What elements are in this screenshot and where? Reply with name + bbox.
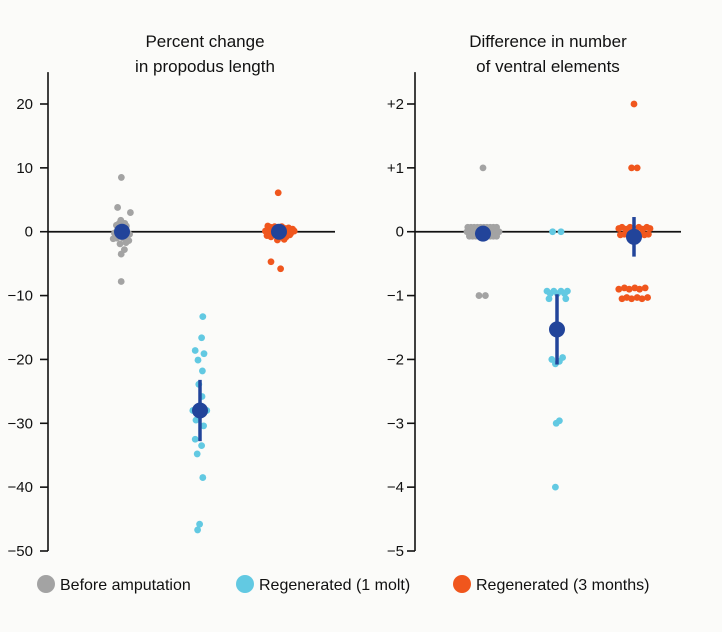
data-point — [493, 232, 500, 240]
data-point — [194, 526, 202, 534]
data-point — [116, 240, 124, 248]
legend: Before amputation Regenerated (1 molt) R… — [37, 575, 649, 594]
data-point — [267, 258, 275, 266]
data-point — [199, 313, 207, 321]
data-point — [122, 239, 130, 246]
legend-item-before-amputation: Before amputation — [37, 575, 191, 594]
data-point — [626, 223, 634, 231]
data-point — [198, 442, 206, 450]
data-point — [633, 164, 641, 172]
panel-title-line-2: in propodus length — [135, 57, 275, 76]
group-months3 — [262, 189, 298, 273]
data-point — [117, 250, 125, 258]
y-tick-label: −1 — [387, 288, 404, 305]
data-point — [196, 520, 204, 528]
data-point — [191, 435, 199, 443]
y-tick-label: −4 — [387, 479, 404, 496]
data-point — [199, 474, 207, 481]
group-molt1 — [189, 313, 211, 534]
data-point — [545, 295, 553, 303]
data-point — [109, 235, 117, 243]
data-point — [198, 334, 206, 342]
legend-label: Before amputation — [60, 577, 191, 594]
legend-swatch — [236, 575, 254, 593]
data-point — [645, 230, 652, 238]
y-tick-label: −10 — [8, 288, 33, 305]
legend-item-regenerated-3-months: Regenerated (3 months) — [453, 575, 649, 594]
data-point — [479, 164, 487, 172]
data-point — [646, 225, 654, 232]
panel-ventral-elements: Difference in number of ventral elements… — [387, 32, 681, 560]
data-point — [475, 292, 483, 299]
data-point — [628, 164, 635, 172]
y-tick-label: +2 — [387, 96, 404, 113]
data-point — [200, 350, 208, 358]
y-tick-label: 0 — [396, 224, 404, 241]
data-point — [277, 265, 284, 273]
data-point — [192, 416, 200, 424]
legend-swatch — [37, 575, 55, 593]
data-point — [199, 367, 206, 375]
mean-marker — [475, 225, 491, 242]
group-molt1 — [543, 228, 571, 491]
data-point — [194, 356, 202, 364]
y-tick-label: −5 — [387, 543, 404, 560]
mean-marker — [549, 321, 565, 338]
data-point — [274, 189, 282, 197]
data-point — [191, 347, 199, 354]
data-point — [630, 100, 638, 108]
data-point — [117, 174, 125, 181]
y-tick-label: −40 — [8, 479, 33, 496]
data-point — [126, 209, 134, 216]
data-point — [549, 228, 556, 236]
y-tick-label: 0 — [25, 224, 33, 241]
legend-item-regenerated-1-molt: Regenerated (1 molt) — [236, 575, 410, 594]
y-tick-label: 20 — [16, 96, 33, 113]
y-tick-label: −3 — [387, 415, 404, 432]
panel-percent-change: Percent change in propodus length 20 10 0 −… — [8, 32, 335, 560]
y-tick-label: −30 — [8, 415, 33, 432]
y-tick-label: −2 — [387, 351, 404, 368]
data-point — [117, 278, 125, 285]
mean-marker — [192, 402, 208, 419]
group-before — [109, 174, 134, 285]
data-point — [641, 284, 649, 292]
panel-title-line-1: Percent change — [145, 32, 264, 51]
panel-title-line-2: of ventral elements — [476, 57, 620, 76]
data-point — [200, 422, 208, 430]
data-point — [482, 292, 489, 299]
legend-label: Regenerated (1 molt) — [259, 577, 410, 594]
data-point — [628, 295, 635, 303]
data-point — [638, 295, 646, 303]
data-point — [636, 285, 643, 293]
data-point — [564, 287, 571, 295]
data-point — [625, 285, 633, 293]
data-point — [114, 204, 121, 211]
data-point — [286, 231, 294, 239]
data-point — [193, 450, 201, 458]
y-tick-label: −50 — [8, 543, 33, 560]
y-tick-label: −20 — [8, 351, 33, 368]
y-tick-label: 10 — [16, 160, 33, 177]
legend-label: Regenerated (3 months) — [476, 577, 649, 594]
group-before — [463, 164, 503, 299]
data-point — [557, 228, 565, 236]
legend-swatch — [453, 575, 471, 593]
data-point — [644, 294, 651, 301]
mean-marker — [271, 223, 287, 240]
mean-marker — [626, 228, 642, 245]
group-months3 — [615, 100, 654, 303]
mean-marker — [114, 223, 130, 240]
panel-title-line-1: Difference in number — [469, 32, 627, 51]
data-point — [562, 295, 570, 303]
data-point — [290, 227, 298, 235]
data-point — [552, 483, 559, 491]
data-point — [615, 285, 623, 293]
y-tick-label: +1 — [387, 160, 404, 177]
data-point — [556, 417, 563, 425]
